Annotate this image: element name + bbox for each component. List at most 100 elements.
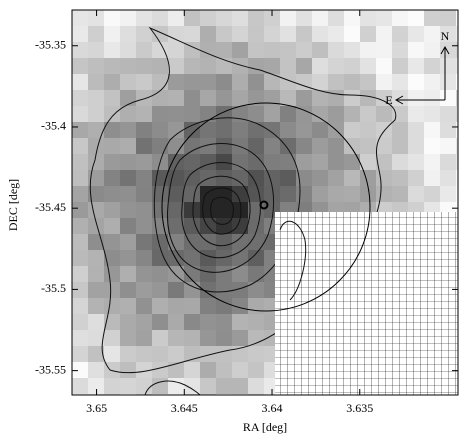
map-pixel	[424, 106, 440, 122]
map-pixel	[200, 202, 216, 218]
map-pixel	[280, 106, 296, 122]
map-pixel	[120, 298, 136, 314]
map-pixel	[232, 74, 248, 90]
map-pixel	[296, 106, 312, 122]
map-pixel	[168, 250, 184, 266]
map-pixel	[328, 138, 344, 154]
map-pixel	[232, 186, 248, 202]
map-pixel	[72, 298, 88, 314]
map-pixel	[408, 106, 424, 122]
map-pixel	[136, 266, 152, 282]
map-pixel	[72, 58, 88, 74]
map-pixel	[232, 202, 248, 218]
map-pixel	[88, 186, 104, 202]
map-pixel	[232, 58, 248, 74]
map-pixel	[120, 218, 136, 234]
map-pixel	[136, 362, 152, 378]
map-pixel	[216, 186, 232, 202]
map-pixel	[392, 58, 408, 74]
map-pixel	[136, 170, 152, 186]
map-pixel	[104, 90, 120, 106]
map-pixel	[248, 362, 264, 378]
map-pixel	[152, 186, 168, 202]
map-pixel	[232, 122, 248, 138]
map-pixel	[216, 298, 232, 314]
x-axis-label: RA [deg]	[243, 420, 287, 434]
map-pixel	[264, 90, 280, 106]
map-pixel	[328, 74, 344, 90]
map-pixel	[344, 170, 360, 186]
map-pixel	[200, 298, 216, 314]
map-pixel	[248, 250, 264, 266]
map-pixel	[120, 202, 136, 218]
map-pixel	[232, 10, 248, 26]
map-pixel	[344, 154, 360, 170]
map-pixel	[392, 138, 408, 154]
map-pixel	[184, 250, 200, 266]
map-pixel	[424, 90, 440, 106]
map-pixel	[184, 74, 200, 90]
map-pixel	[120, 266, 136, 282]
map-pixel	[168, 218, 184, 234]
map-pixel	[440, 122, 456, 138]
map-pixel	[216, 362, 232, 378]
map-pixel	[72, 170, 88, 186]
compass-arrow	[394, 95, 404, 105]
map-pixel	[120, 10, 136, 26]
x-tick-label: 3.645	[171, 401, 198, 415]
map-pixel	[104, 314, 120, 330]
map-pixel	[88, 26, 104, 42]
map-pixel	[72, 266, 88, 282]
map-pixel	[392, 26, 408, 42]
map-pixel	[408, 186, 424, 202]
map-pixel	[120, 234, 136, 250]
map-pixel	[184, 186, 200, 202]
map-pixel	[216, 42, 232, 58]
map-pixel	[392, 122, 408, 138]
map-pixel	[200, 362, 216, 378]
map-pixel	[408, 90, 424, 106]
map-pixel	[456, 42, 458, 58]
map-pixel	[72, 186, 88, 202]
map-pixel	[248, 234, 264, 250]
map-pixel	[424, 170, 440, 186]
map-pixel	[376, 90, 392, 106]
map-pixel	[248, 138, 264, 154]
map-pixel	[232, 250, 248, 266]
east-label: E	[385, 93, 392, 107]
map-pixel	[280, 58, 296, 74]
map-pixel	[296, 90, 312, 106]
map-pixel	[168, 378, 184, 394]
map-pixel	[168, 74, 184, 90]
map-pixel	[248, 314, 264, 330]
map-pixel	[120, 106, 136, 122]
map-pixel	[456, 10, 458, 26]
map-pixel	[104, 282, 120, 298]
map-pixel	[392, 154, 408, 170]
map-pixel	[264, 106, 280, 122]
map-pixel	[152, 90, 168, 106]
map-pixel	[72, 346, 88, 362]
map-pixel	[120, 314, 136, 330]
map-pixel	[216, 26, 232, 42]
map-pixel	[72, 250, 88, 266]
map-pixel	[120, 330, 136, 346]
map-pixel	[232, 362, 248, 378]
map-pixel	[440, 106, 456, 122]
map-pixel	[456, 154, 458, 170]
map-pixel	[152, 202, 168, 218]
map-pixel	[392, 186, 408, 202]
map-pixel	[120, 138, 136, 154]
map-pixel	[72, 282, 88, 298]
map-pixel	[136, 218, 152, 234]
map-pixel	[232, 170, 248, 186]
map-pixel	[120, 362, 136, 378]
map-pixel	[280, 154, 296, 170]
map-pixel	[184, 266, 200, 282]
map-pixel	[104, 122, 120, 138]
map-pixel	[168, 266, 184, 282]
map-pixel	[392, 74, 408, 90]
map-pixel	[152, 26, 168, 42]
map-pixel	[456, 122, 458, 138]
map-pixel	[200, 266, 216, 282]
